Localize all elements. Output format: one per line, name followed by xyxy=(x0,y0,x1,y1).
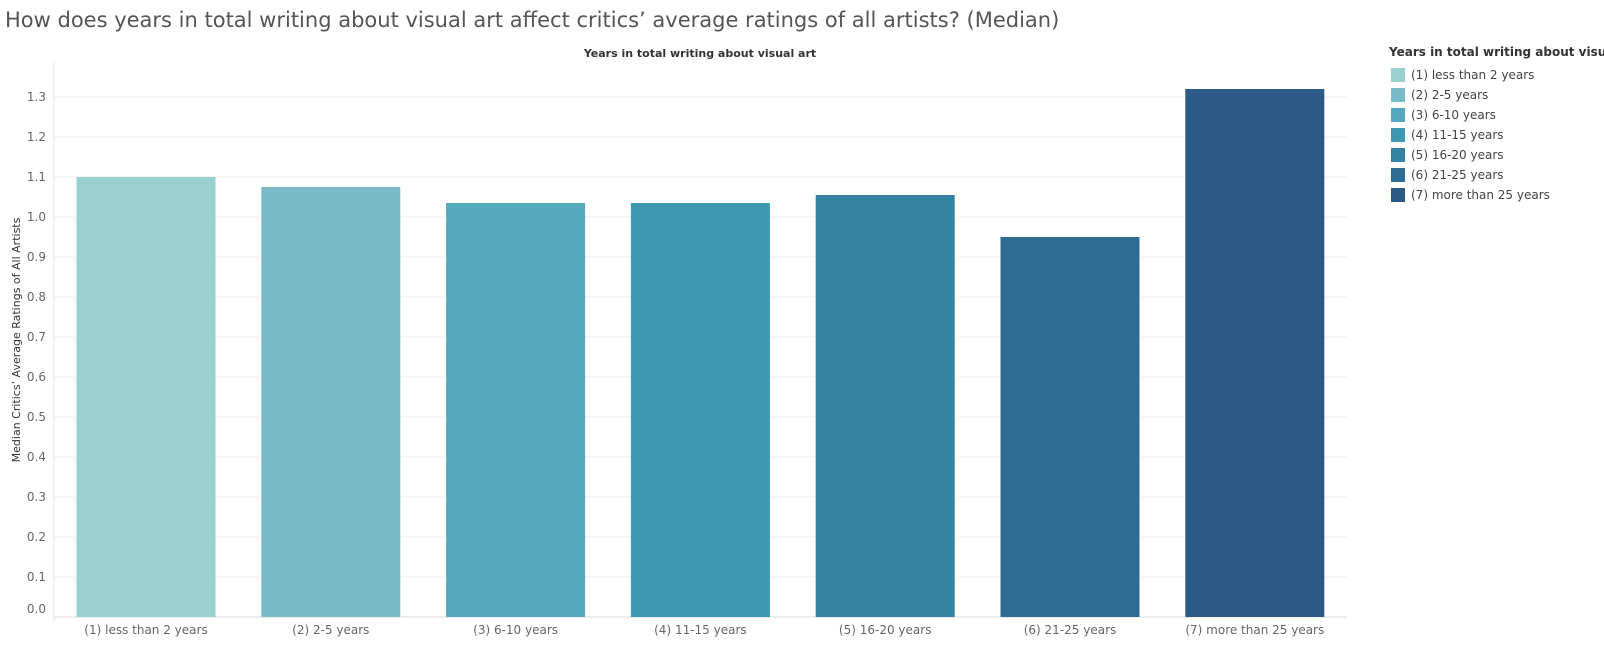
y-tick-label: 0.7 xyxy=(27,330,46,344)
bar xyxy=(1000,237,1140,617)
x-tick-label: (5) 16-20 years xyxy=(839,623,932,637)
y-tick-label: 1.0 xyxy=(27,210,46,224)
chart-title: How does years in total writing about vi… xyxy=(5,8,1060,32)
bar xyxy=(76,177,216,617)
x-tick-label: (2) 2-5 years xyxy=(292,623,369,637)
y-tick-label: 0.1 xyxy=(27,570,46,584)
bar-chart: 0.0 0.1 0.2 0.3 0.4 0.5 0.6 0.7 0.8 0.9 1.0 1.1 1.2 1… xyxy=(10,47,1347,637)
legend-item[interactable]: (3) 6-10 years xyxy=(1389,105,1604,125)
x-tick-label: (4) 11-15 years xyxy=(654,623,747,637)
legend-label: (3) 6-10 years xyxy=(1411,108,1496,122)
legend-items: (1) less than 2 years (2) 2-5 years (3) 6-… xyxy=(1389,65,1604,205)
legend-item[interactable]: (2) 2-5 years xyxy=(1389,85,1604,105)
legend-swatch xyxy=(1391,88,1405,102)
legend-title: Years in total writing about visual art xyxy=(1389,45,1604,59)
legend-swatch xyxy=(1391,168,1405,182)
legend-swatch xyxy=(1391,128,1405,142)
y-tick-label: 0.6 xyxy=(27,370,46,384)
x-tick-label: (3) 6-10 years xyxy=(473,623,558,637)
y-tick-label: 0.3 xyxy=(27,490,46,504)
legend-item[interactable]: (4) 11-15 years xyxy=(1389,125,1604,145)
y-tick-label: 0.2 xyxy=(27,530,46,544)
x-tick-label: (6) 21-25 years xyxy=(1024,623,1117,637)
legend-label: (2) 2-5 years xyxy=(1411,88,1489,102)
bar xyxy=(446,203,586,617)
y-tick-label: 0.5 xyxy=(27,410,46,424)
legend-swatch xyxy=(1391,188,1405,202)
bar xyxy=(1185,89,1325,617)
column-header: Years in total writing about visual art xyxy=(583,47,816,60)
bar xyxy=(630,203,770,617)
bar xyxy=(815,195,955,617)
legend-label: (1) less than 2 years xyxy=(1411,68,1535,82)
legend-item[interactable]: (5) 16-20 years xyxy=(1389,145,1604,165)
legend: Years in total writing about visual art … xyxy=(1389,45,1604,205)
y-tick-label: 1.3 xyxy=(27,90,46,104)
legend-swatch xyxy=(1391,68,1405,82)
legend-label: (4) 11-15 years xyxy=(1411,128,1504,142)
legend-label: (6) 21-25 years xyxy=(1411,168,1504,182)
legend-item[interactable]: (6) 21-25 years xyxy=(1389,165,1604,185)
legend-label: (5) 16-20 years xyxy=(1411,148,1504,162)
y-tick-label: 0.4 xyxy=(27,450,46,464)
bar xyxy=(261,187,401,617)
y-axis-label: Median Critics’ Average Ratings of All A… xyxy=(10,217,23,462)
legend-swatch xyxy=(1391,108,1405,122)
y-tick-label: 0.9 xyxy=(27,250,46,264)
y-tick-label: 1.1 xyxy=(27,170,46,184)
x-tick-label: (1) less than 2 years xyxy=(84,623,207,637)
y-tick-label: 0.0 xyxy=(27,602,46,616)
legend-swatch xyxy=(1391,148,1405,162)
legend-label: (7) more than 25 years xyxy=(1411,188,1550,202)
x-tick-label: (7) more than 25 years xyxy=(1185,623,1324,637)
y-tick-label: 0.8 xyxy=(27,290,46,304)
legend-item[interactable]: (7) more than 25 years xyxy=(1389,185,1604,205)
y-tick-label: 1.2 xyxy=(27,130,46,144)
legend-item[interactable]: (1) less than 2 years xyxy=(1389,65,1604,85)
